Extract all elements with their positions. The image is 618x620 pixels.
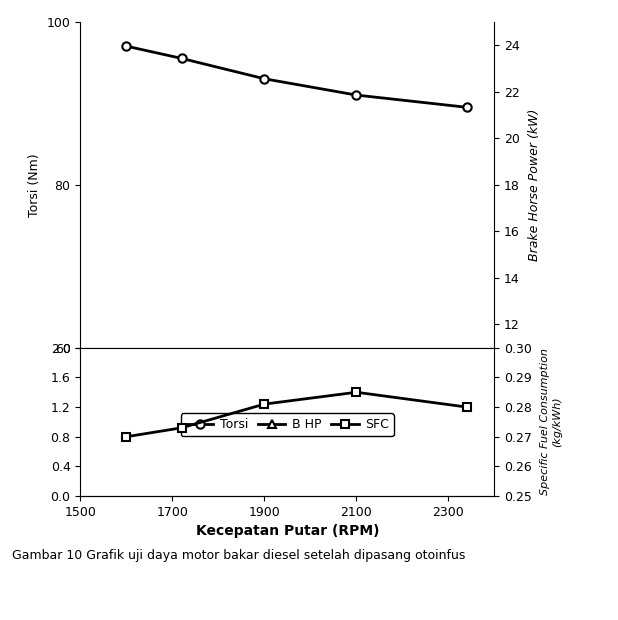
Legend: Torsi, B HP, SFC: Torsi, B HP, SFC [181,414,394,436]
X-axis label: Kecepatan Putar (RPM): Kecepatan Putar (RPM) [196,525,379,538]
Y-axis label: Specific Fuel Consumption
(kg/kWh): Specific Fuel Consumption (kg/kWh) [540,348,562,495]
Y-axis label: Torsi (Nm): Torsi (Nm) [28,153,41,216]
Text: Gambar 10 Grafik uji daya motor bakar diesel setelah dipasang otoinfus: Gambar 10 Grafik uji daya motor bakar di… [12,549,466,562]
Y-axis label: Brake Horse Power (kW): Brake Horse Power (kW) [528,108,541,261]
